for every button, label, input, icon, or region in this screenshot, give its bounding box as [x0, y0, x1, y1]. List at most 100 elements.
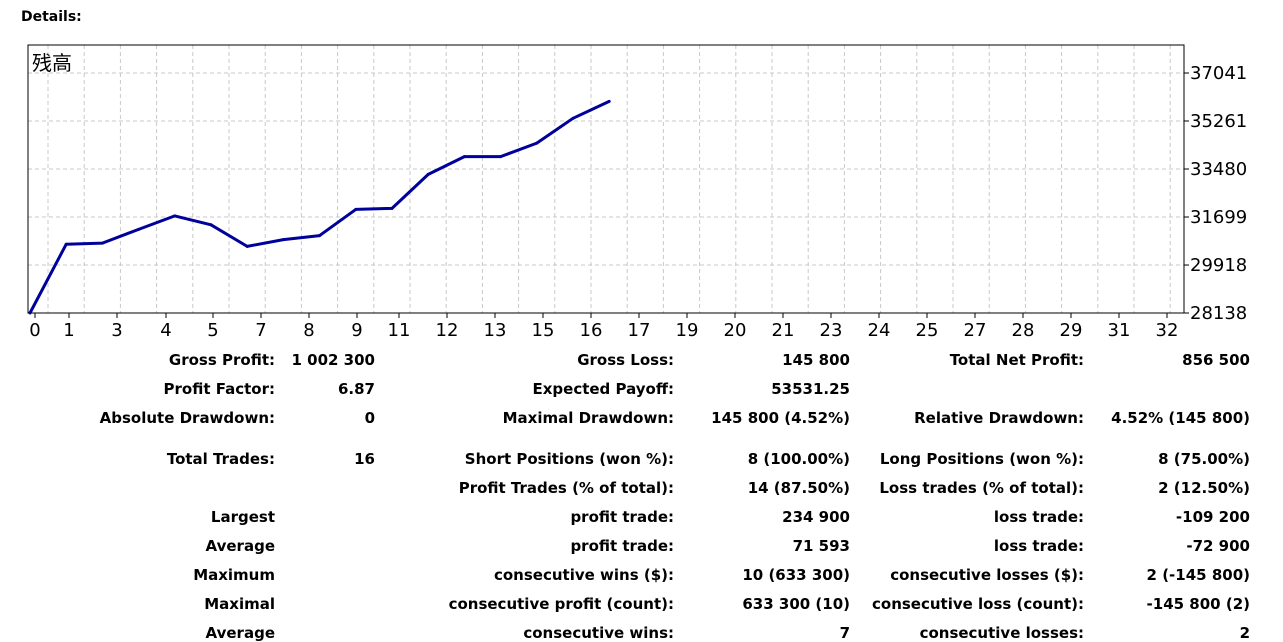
y-tick-label: 29918: [1190, 255, 1247, 276]
stat-label-l3-row2: Relative Drawdown:: [914, 409, 1084, 427]
balance-point: [100, 241, 104, 245]
stat-label-l2-row1: Expected Payoff:: [532, 380, 674, 398]
balance-point: [535, 141, 539, 145]
x-tick-label: 28: [1012, 320, 1035, 341]
stat-value-v3-row5: -109 200: [1175, 508, 1250, 526]
stat-value-v2-row9: 7: [839, 624, 850, 642]
x-tick-label: 9: [351, 320, 362, 341]
x-tick-label: 13: [484, 320, 507, 341]
stat-value-v1-row2: 0: [364, 409, 375, 427]
x-tick-label: 32: [1156, 320, 1179, 341]
stat-label-l1-row7: Maximum: [193, 566, 275, 584]
stat-label-l2-row5: profit trade:: [570, 508, 674, 526]
stat-value-v3-row8: -145 800 (2): [1146, 595, 1250, 613]
balance-point: [607, 99, 611, 103]
stat-label-l2-row2: Maximal Drawdown:: [502, 409, 674, 427]
stat-label-l1-row6: Average: [205, 537, 275, 555]
balance-point: [173, 214, 177, 218]
x-tick-label: 11: [388, 320, 411, 341]
x-tick-label: 15: [532, 320, 555, 341]
stat-value-v3-row9: 2: [1239, 624, 1250, 642]
stat-label-l3-row3: Long Positions (won %):: [879, 450, 1084, 468]
x-tick-label: 23: [820, 320, 843, 341]
x-tick-label: 31: [1108, 320, 1131, 341]
balance-line: [28, 99, 610, 314]
balance-point: [28, 311, 32, 315]
balance-point: [318, 234, 322, 238]
balance-point: [245, 244, 249, 248]
y-tick-label: 37041: [1190, 63, 1247, 84]
balance-point: [64, 242, 68, 246]
x-tick-label: 27: [964, 320, 987, 341]
balance-point: [209, 223, 213, 227]
stat-value-v2-row4: 14 (87.50%): [747, 479, 850, 497]
stat-label-l1-row9: Average: [205, 624, 275, 642]
stat-label-l2-row8: consecutive profit (count):: [448, 595, 674, 613]
stat-label-l1-row8: Maximal: [204, 595, 275, 613]
stat-label-l2-row9: consecutive wins:: [523, 624, 674, 642]
stat-value-v2-row2: 145 800 (4.52%): [711, 409, 850, 427]
x-tick-label: 17: [628, 320, 651, 341]
x-tick-label: 8: [303, 320, 314, 341]
y-tick-label: 35261: [1190, 111, 1247, 132]
stat-value-v1-row0: 1 002 300: [291, 351, 375, 369]
stat-label-l3-row5: loss trade:: [993, 508, 1084, 526]
balance-point: [426, 172, 430, 176]
stat-value-v1-row3: 16: [354, 450, 375, 468]
x-tick-label: 19: [676, 320, 699, 341]
y-tick-label: 33480: [1190, 159, 1247, 180]
stat-label-l1-row1: Profit Factor:: [163, 380, 275, 398]
stat-label-l3-row9: consecutive losses:: [919, 624, 1084, 642]
stat-label-l2-row0: Gross Loss:: [577, 351, 674, 369]
stat-value-v3-row7: 2 (-145 800): [1146, 566, 1250, 584]
x-tick-label: 16: [580, 320, 603, 341]
x-tick-label: 1: [63, 320, 74, 341]
details-heading: Details:: [21, 9, 82, 25]
stat-label-l2-row4: Profit Trades (% of total):: [458, 479, 674, 497]
stat-value-v2-row3: 8 (100.00%): [747, 450, 850, 468]
balance-point: [390, 206, 394, 210]
stat-value-v3-row0: 856 500: [1182, 351, 1250, 369]
stat-value-v1-row1: 6.87: [337, 380, 375, 398]
stat-label-l2-row3: Short Positions (won %):: [464, 450, 674, 468]
x-tick-label: 3: [111, 320, 122, 341]
balance-point: [137, 227, 141, 231]
stat-value-v2-row8: 633 300 (10): [742, 595, 850, 613]
stat-value-v3-row3: 8 (75.00%): [1158, 450, 1250, 468]
y-tick-label: 31699: [1190, 207, 1247, 228]
plot-frame: [27, 44, 1185, 314]
balance-point: [281, 238, 285, 242]
stat-value-v3-row2: 4.52% (145 800): [1111, 409, 1250, 427]
stat-label-l2-row6: profit trade:: [570, 537, 674, 555]
stat-label-l3-row0: Total Net Profit:: [949, 351, 1084, 369]
x-tick-label: 20: [724, 320, 747, 341]
x-tick-label: 25: [916, 320, 939, 341]
x-tick-label: 29: [1060, 320, 1083, 341]
stat-value-v2-row1: 53531.25: [771, 380, 850, 398]
balance-point: [462, 155, 466, 159]
stat-value-v2-row6: 71 593: [792, 537, 850, 555]
y-tick-label: 28138: [1190, 303, 1247, 324]
stat-label-l3-row7: consecutive losses ($):: [890, 566, 1084, 584]
x-tick-label: 24: [868, 320, 891, 341]
x-tick-label: 4: [160, 320, 171, 341]
x-tick-label: 21: [772, 320, 795, 341]
stat-label-l3-row6: loss trade:: [993, 537, 1084, 555]
balance-point: [571, 116, 575, 120]
stat-value-v2-row5: 234 900: [782, 508, 850, 526]
balance-point: [499, 155, 503, 159]
balance-point: [354, 207, 358, 211]
x-tick-label: 0: [29, 320, 40, 341]
stat-value-v2-row7: 10 (633 300): [742, 566, 850, 584]
stat-value-v3-row6: -72 900: [1186, 537, 1250, 555]
stat-label-l2-row7: consecutive wins ($):: [493, 566, 674, 584]
stat-label-l1-row3: Total Trades:: [166, 450, 275, 468]
stat-label-l1-row2: Absolute Drawdown:: [99, 409, 275, 427]
chart-title: 残高: [32, 51, 72, 75]
stat-label-l1-row0: Gross Profit:: [168, 351, 275, 369]
stat-value-v3-row4: 2 (12.50%): [1158, 479, 1250, 497]
stat-label-l3-row4: Loss trades (% of total):: [879, 479, 1084, 497]
x-tick-label: 7: [255, 320, 266, 341]
x-tick-label: 12: [436, 320, 459, 341]
